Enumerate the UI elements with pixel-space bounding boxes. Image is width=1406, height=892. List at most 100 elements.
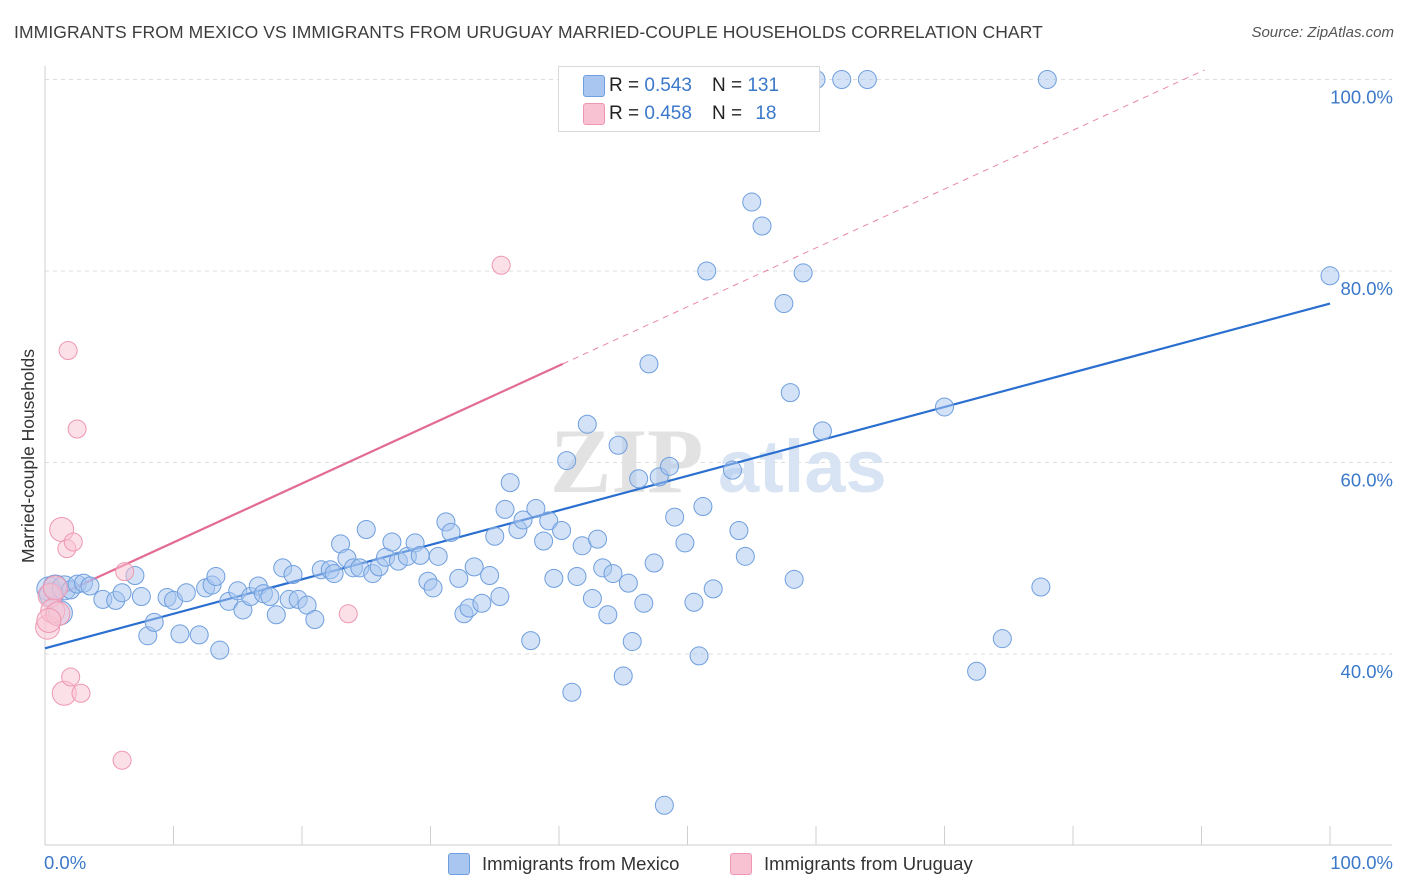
data-point-mexico [857, 70, 877, 89]
data-point-mexico [495, 499, 515, 519]
data-point-mexico [500, 473, 520, 493]
data-point-mexico [176, 583, 196, 603]
data-point-mexico [464, 557, 484, 577]
legend-row-uruguay: R = 0.458 N = 18 [583, 101, 777, 127]
data-point-mexico [812, 421, 832, 441]
watermark-atlas: atlas [718, 425, 887, 508]
data-point-uruguay [67, 419, 87, 439]
data-point-mexico [260, 587, 280, 607]
bottom-legend-swatch-mexico [448, 853, 470, 875]
y-axis-label: Married-couple Households [18, 349, 38, 563]
data-point-mexico [189, 625, 209, 645]
data-point-mexico [305, 610, 325, 630]
bottom-legend-swatch-uruguay [730, 853, 752, 875]
data-point-uruguay [36, 607, 62, 633]
data-point-mexico [832, 70, 852, 89]
data-point-mexico [441, 522, 461, 542]
data-point-mexico [526, 498, 546, 518]
data-point-mexico [729, 520, 749, 540]
data-point-mexico [324, 564, 344, 584]
data-point-mexico [639, 354, 659, 374]
data-point-mexico [480, 565, 500, 585]
data-point-mexico [266, 605, 286, 625]
legend-swatch-uruguay [583, 103, 605, 125]
legend-swatch-mexico [583, 75, 605, 97]
data-point-mexico [654, 795, 674, 815]
legend-r-value-uruguay: 0.458 [644, 103, 692, 124]
data-point-mexico [112, 583, 132, 603]
legend-r-label: R = [609, 75, 640, 96]
data-point-mexico [967, 661, 987, 681]
data-point-mexico [598, 605, 618, 625]
data-point-mexico [521, 631, 541, 651]
watermark: ZIP atlas [550, 410, 887, 512]
data-point-mexico [170, 624, 190, 644]
data-point-mexico [485, 526, 505, 546]
data-point-uruguay [338, 604, 358, 624]
data-point-mexico [703, 579, 723, 599]
data-point-mexico [644, 553, 664, 573]
data-point-uruguay [58, 340, 78, 360]
data-point-uruguay [112, 750, 132, 770]
data-point-mexico [582, 588, 602, 608]
data-point-mexico [567, 566, 587, 586]
tick-labels: 40.0% 60.0% 80.0% 100.0% 0.0% 100.0% [44, 87, 1393, 874]
data-point-mexico [552, 520, 572, 540]
x-tick-label: 100.0% [1330, 852, 1393, 873]
axes [44, 66, 1392, 846]
data-point-mexico [80, 576, 100, 596]
data-point-mexico [534, 531, 554, 551]
data-point-mexico [665, 507, 685, 527]
data-point-mexico [206, 566, 226, 586]
data-point-mexico [356, 520, 376, 540]
data-point-mexico [722, 460, 742, 480]
y-tick-label: 40.0% [1341, 661, 1393, 682]
legend-n-label: N = [711, 75, 743, 96]
data-point-mexico [697, 261, 717, 281]
data-point-mexico [210, 640, 230, 660]
data-point-mexico [472, 593, 492, 613]
y-tick-label: 60.0% [1341, 470, 1393, 491]
data-point-mexico [622, 632, 642, 652]
data-point-mexico [382, 532, 402, 552]
data-point-uruguay [71, 683, 91, 703]
data-point-mexico [752, 216, 772, 236]
source-label: Source: ZipAtlas.com [1251, 24, 1394, 41]
legend-n-label: N = [711, 103, 743, 124]
legend-r-label: R = [609, 103, 640, 124]
grid-lines [45, 79, 1392, 655]
data-point-mexico [449, 568, 469, 588]
data-point-mexico [490, 587, 510, 607]
trend-line-uruguay [44, 362, 564, 603]
y-tick-label: 100.0% [1330, 87, 1393, 108]
bottom-legend-label-mexico: Immigrants from Mexico [482, 853, 680, 874]
data-point-mexico [577, 414, 597, 434]
bottom-legend-mexico: Immigrants from Mexico [448, 852, 679, 876]
data-point-uruguay [42, 575, 68, 601]
data-point-mexico [557, 451, 577, 471]
x-tick-label: 0.0% [44, 852, 86, 873]
data-point-mexico [1037, 70, 1057, 89]
legend-n-value-mexico: 131 [747, 75, 780, 96]
data-point-mexico [618, 573, 638, 593]
y-tick-label: 80.0% [1341, 278, 1393, 299]
data-point-mexico [1320, 266, 1340, 286]
data-point-mexico [428, 546, 448, 566]
data-point-uruguay [491, 255, 511, 275]
legend-row-mexico: R = 0.543 N = 131 [583, 73, 780, 99]
data-point-mexico [613, 666, 633, 686]
data-point-uruguay [63, 532, 83, 552]
data-point-mexico [660, 456, 680, 476]
data-point-mexico [513, 510, 533, 530]
data-point-mexico [423, 578, 443, 598]
data-point-mexico [410, 545, 430, 565]
legend-r-value-mexico: 0.543 [644, 75, 692, 96]
data-point-mexico [629, 469, 649, 489]
data-point-mexico [131, 587, 151, 607]
data-point-mexico [689, 646, 709, 666]
data-point-mexico [742, 192, 762, 212]
data-point-mexico [784, 569, 804, 589]
legend-n-value-uruguay: 18 [755, 103, 777, 124]
trend-line-uruguay-dashed [562, 69, 1205, 365]
